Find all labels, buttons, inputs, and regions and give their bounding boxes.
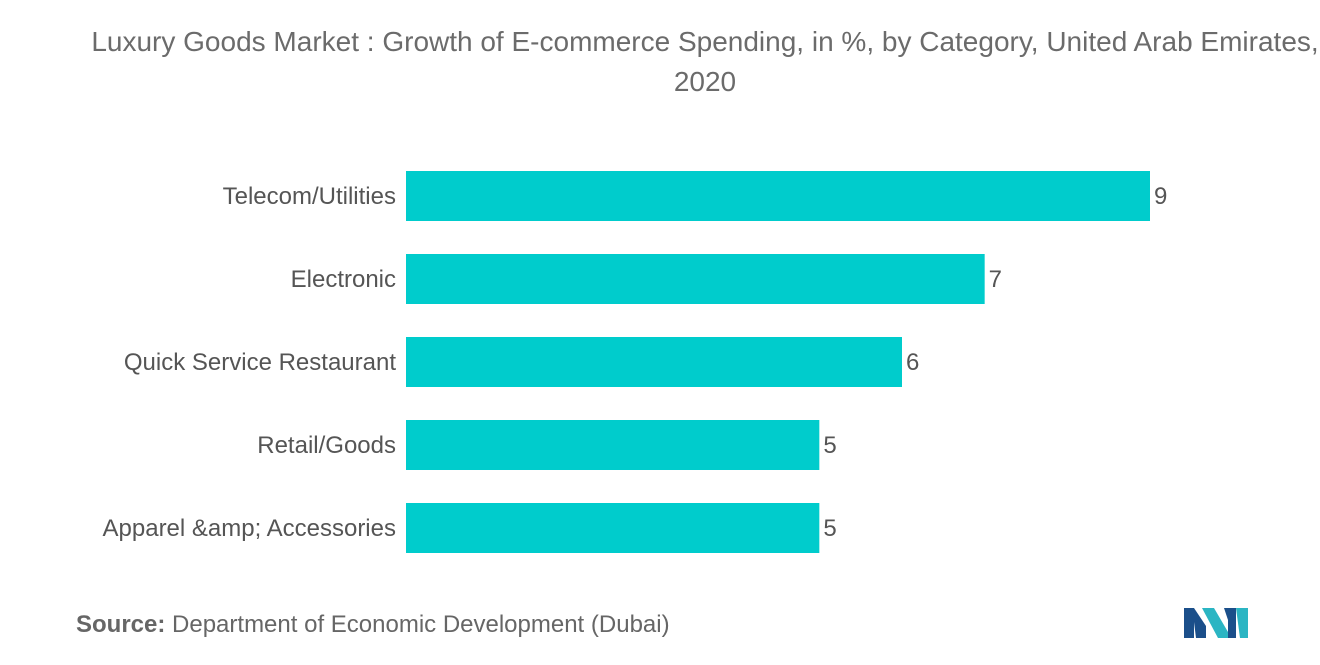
category-label-0: Telecom/Utilities bbox=[223, 183, 396, 210]
category-label-4: Apparel &amp; Accessories bbox=[103, 515, 396, 542]
value-label-4: 5 bbox=[823, 515, 836, 542]
source-label: Source: bbox=[76, 611, 166, 638]
bar-2 bbox=[406, 337, 902, 387]
bar-0 bbox=[406, 171, 1150, 221]
source-note: Source: Department of Economic Developme… bbox=[76, 611, 670, 639]
category-label-3: Retail/Goods bbox=[257, 432, 396, 459]
value-label-3: 5 bbox=[823, 432, 836, 459]
source-text: Department of Economic Development (Duba… bbox=[172, 611, 670, 638]
value-label-0: 9 bbox=[1154, 183, 1167, 210]
value-label-2: 6 bbox=[906, 349, 919, 376]
bar-4 bbox=[406, 503, 820, 553]
chart-title: Luxury Goods Market : Growth of E-commer… bbox=[91, 26, 1319, 97]
bar-3 bbox=[406, 420, 820, 470]
category-label-1: Electronic bbox=[291, 266, 396, 293]
category-label-2: Quick Service Restaurant bbox=[124, 349, 396, 376]
mordor-intelligence-logo-icon bbox=[1184, 608, 1248, 638]
bar-1 bbox=[406, 254, 985, 304]
value-label-1: 7 bbox=[989, 266, 1002, 293]
